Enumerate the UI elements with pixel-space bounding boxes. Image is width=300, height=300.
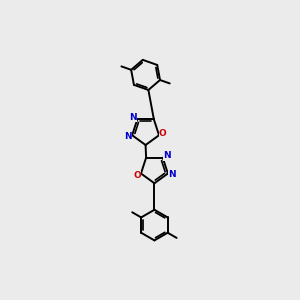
Text: N: N <box>124 132 132 141</box>
Text: N: N <box>168 170 176 179</box>
Text: O: O <box>133 171 141 180</box>
Text: O: O <box>159 129 167 138</box>
Text: N: N <box>129 113 137 122</box>
Text: N: N <box>163 151 171 160</box>
